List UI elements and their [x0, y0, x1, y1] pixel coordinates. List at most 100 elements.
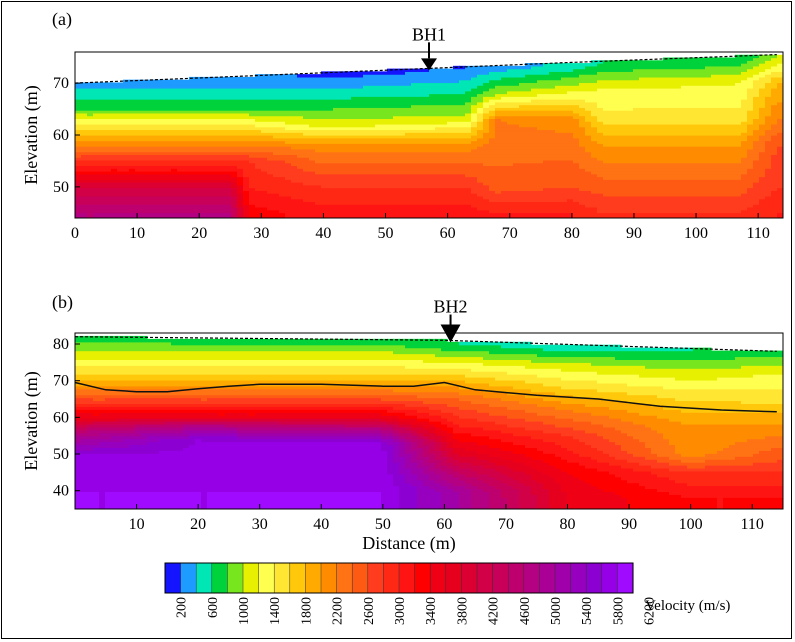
velocity-cell — [195, 87, 202, 92]
velocity-cell — [333, 115, 340, 119]
velocity-cell — [501, 176, 508, 180]
velocity-cell — [597, 85, 604, 89]
velocity-cell — [453, 182, 460, 186]
velocity-cell — [513, 79, 520, 84]
velocity-cell — [531, 135, 538, 139]
velocity-cell — [279, 182, 286, 186]
velocity-cell — [117, 198, 124, 202]
velocity-cell — [471, 151, 478, 155]
velocity-cell — [621, 135, 628, 139]
velocity-cell — [393, 143, 400, 147]
velocity-cell — [111, 190, 118, 194]
velocity-cell — [399, 190, 406, 194]
velocity-cell — [579, 154, 586, 158]
velocity-cell — [459, 110, 466, 114]
velocity-cell — [87, 90, 94, 95]
velocity-cell — [303, 76, 310, 81]
velocity-cell — [537, 115, 544, 119]
velocity-cell — [225, 187, 232, 191]
velocity-cell — [447, 123, 454, 128]
velocity-cell — [201, 104, 208, 108]
velocity-cell — [567, 126, 574, 131]
velocity-cell — [369, 99, 376, 103]
velocity-cell — [183, 96, 190, 100]
velocity-cell — [465, 170, 472, 175]
velocity-cell — [549, 135, 556, 139]
velocity-cell — [213, 93, 220, 97]
velocity-cell — [453, 193, 460, 197]
velocity-cell — [159, 101, 166, 106]
velocity-cell — [477, 93, 484, 97]
velocity-cell — [543, 190, 550, 194]
velocity-cell — [315, 159, 322, 164]
velocity-cell — [627, 204, 634, 208]
velocity-cell — [579, 187, 586, 191]
velocity-cell — [471, 129, 478, 133]
velocity-cell — [135, 143, 142, 147]
velocity-cell — [189, 143, 196, 147]
velocity-cell — [297, 101, 304, 106]
velocity-cell — [279, 204, 286, 208]
velocity-cell — [219, 159, 226, 164]
velocity-cell — [579, 215, 586, 218]
velocity-cell — [285, 212, 292, 216]
velocity-cell — [117, 206, 124, 211]
velocity-cell — [111, 165, 118, 169]
velocity-cell — [87, 115, 94, 119]
velocity-cell — [333, 204, 340, 208]
velocity-cell — [423, 204, 430, 208]
velocity-cell — [153, 140, 160, 144]
velocity-cell — [273, 104, 280, 108]
velocity-cell — [273, 193, 280, 197]
velocity-cell — [177, 135, 184, 139]
velocity-cell — [513, 146, 520, 150]
velocity-cell — [153, 82, 160, 86]
velocity-cell — [165, 87, 172, 92]
velocity-cell — [345, 204, 352, 208]
velocity-cell — [273, 176, 280, 180]
velocity-cell — [477, 104, 484, 108]
velocity-cell — [135, 162, 142, 167]
velocity-cell — [339, 143, 346, 147]
velocity-cell — [165, 143, 172, 147]
velocity-cell — [261, 198, 268, 202]
velocity-cell — [75, 198, 82, 202]
velocity-cell — [585, 112, 592, 117]
velocity-cell — [579, 115, 586, 119]
velocity-cell — [375, 121, 382, 125]
velocity-cell — [531, 143, 538, 147]
velocity-cell — [609, 115, 616, 119]
velocity-cell — [87, 121, 94, 125]
velocity-cell — [243, 82, 250, 86]
velocity-cell — [93, 143, 100, 147]
velocity-cell — [297, 87, 304, 92]
velocity-cell — [201, 90, 208, 95]
velocity-cell — [255, 204, 262, 208]
velocity-cell — [165, 148, 172, 153]
velocity-cell — [525, 82, 532, 86]
velocity-cell — [291, 212, 298, 216]
velocity-cell — [597, 93, 604, 97]
velocity-cell — [177, 82, 184, 86]
velocity-cell — [555, 123, 562, 128]
velocity-cell — [561, 63, 568, 67]
velocity-cell — [567, 132, 574, 136]
velocity-cell — [555, 170, 562, 175]
velocity-cell — [123, 115, 130, 119]
velocity-cell — [495, 154, 502, 158]
velocity-cell — [333, 99, 340, 103]
velocity-cell — [495, 132, 502, 136]
velocity-cell — [135, 90, 142, 95]
velocity-cell — [321, 209, 328, 214]
velocity-cell — [369, 179, 376, 183]
velocity-cell — [183, 184, 190, 189]
velocity-cell — [153, 112, 160, 117]
velocity-cell — [603, 190, 610, 194]
velocity-cell — [615, 123, 622, 128]
velocity-cell — [423, 118, 430, 122]
velocity-cell — [165, 182, 172, 186]
velocity-cell — [591, 76, 598, 81]
velocity-cell — [417, 198, 424, 202]
velocity-cell — [495, 198, 502, 202]
velocity-cell — [339, 76, 346, 81]
